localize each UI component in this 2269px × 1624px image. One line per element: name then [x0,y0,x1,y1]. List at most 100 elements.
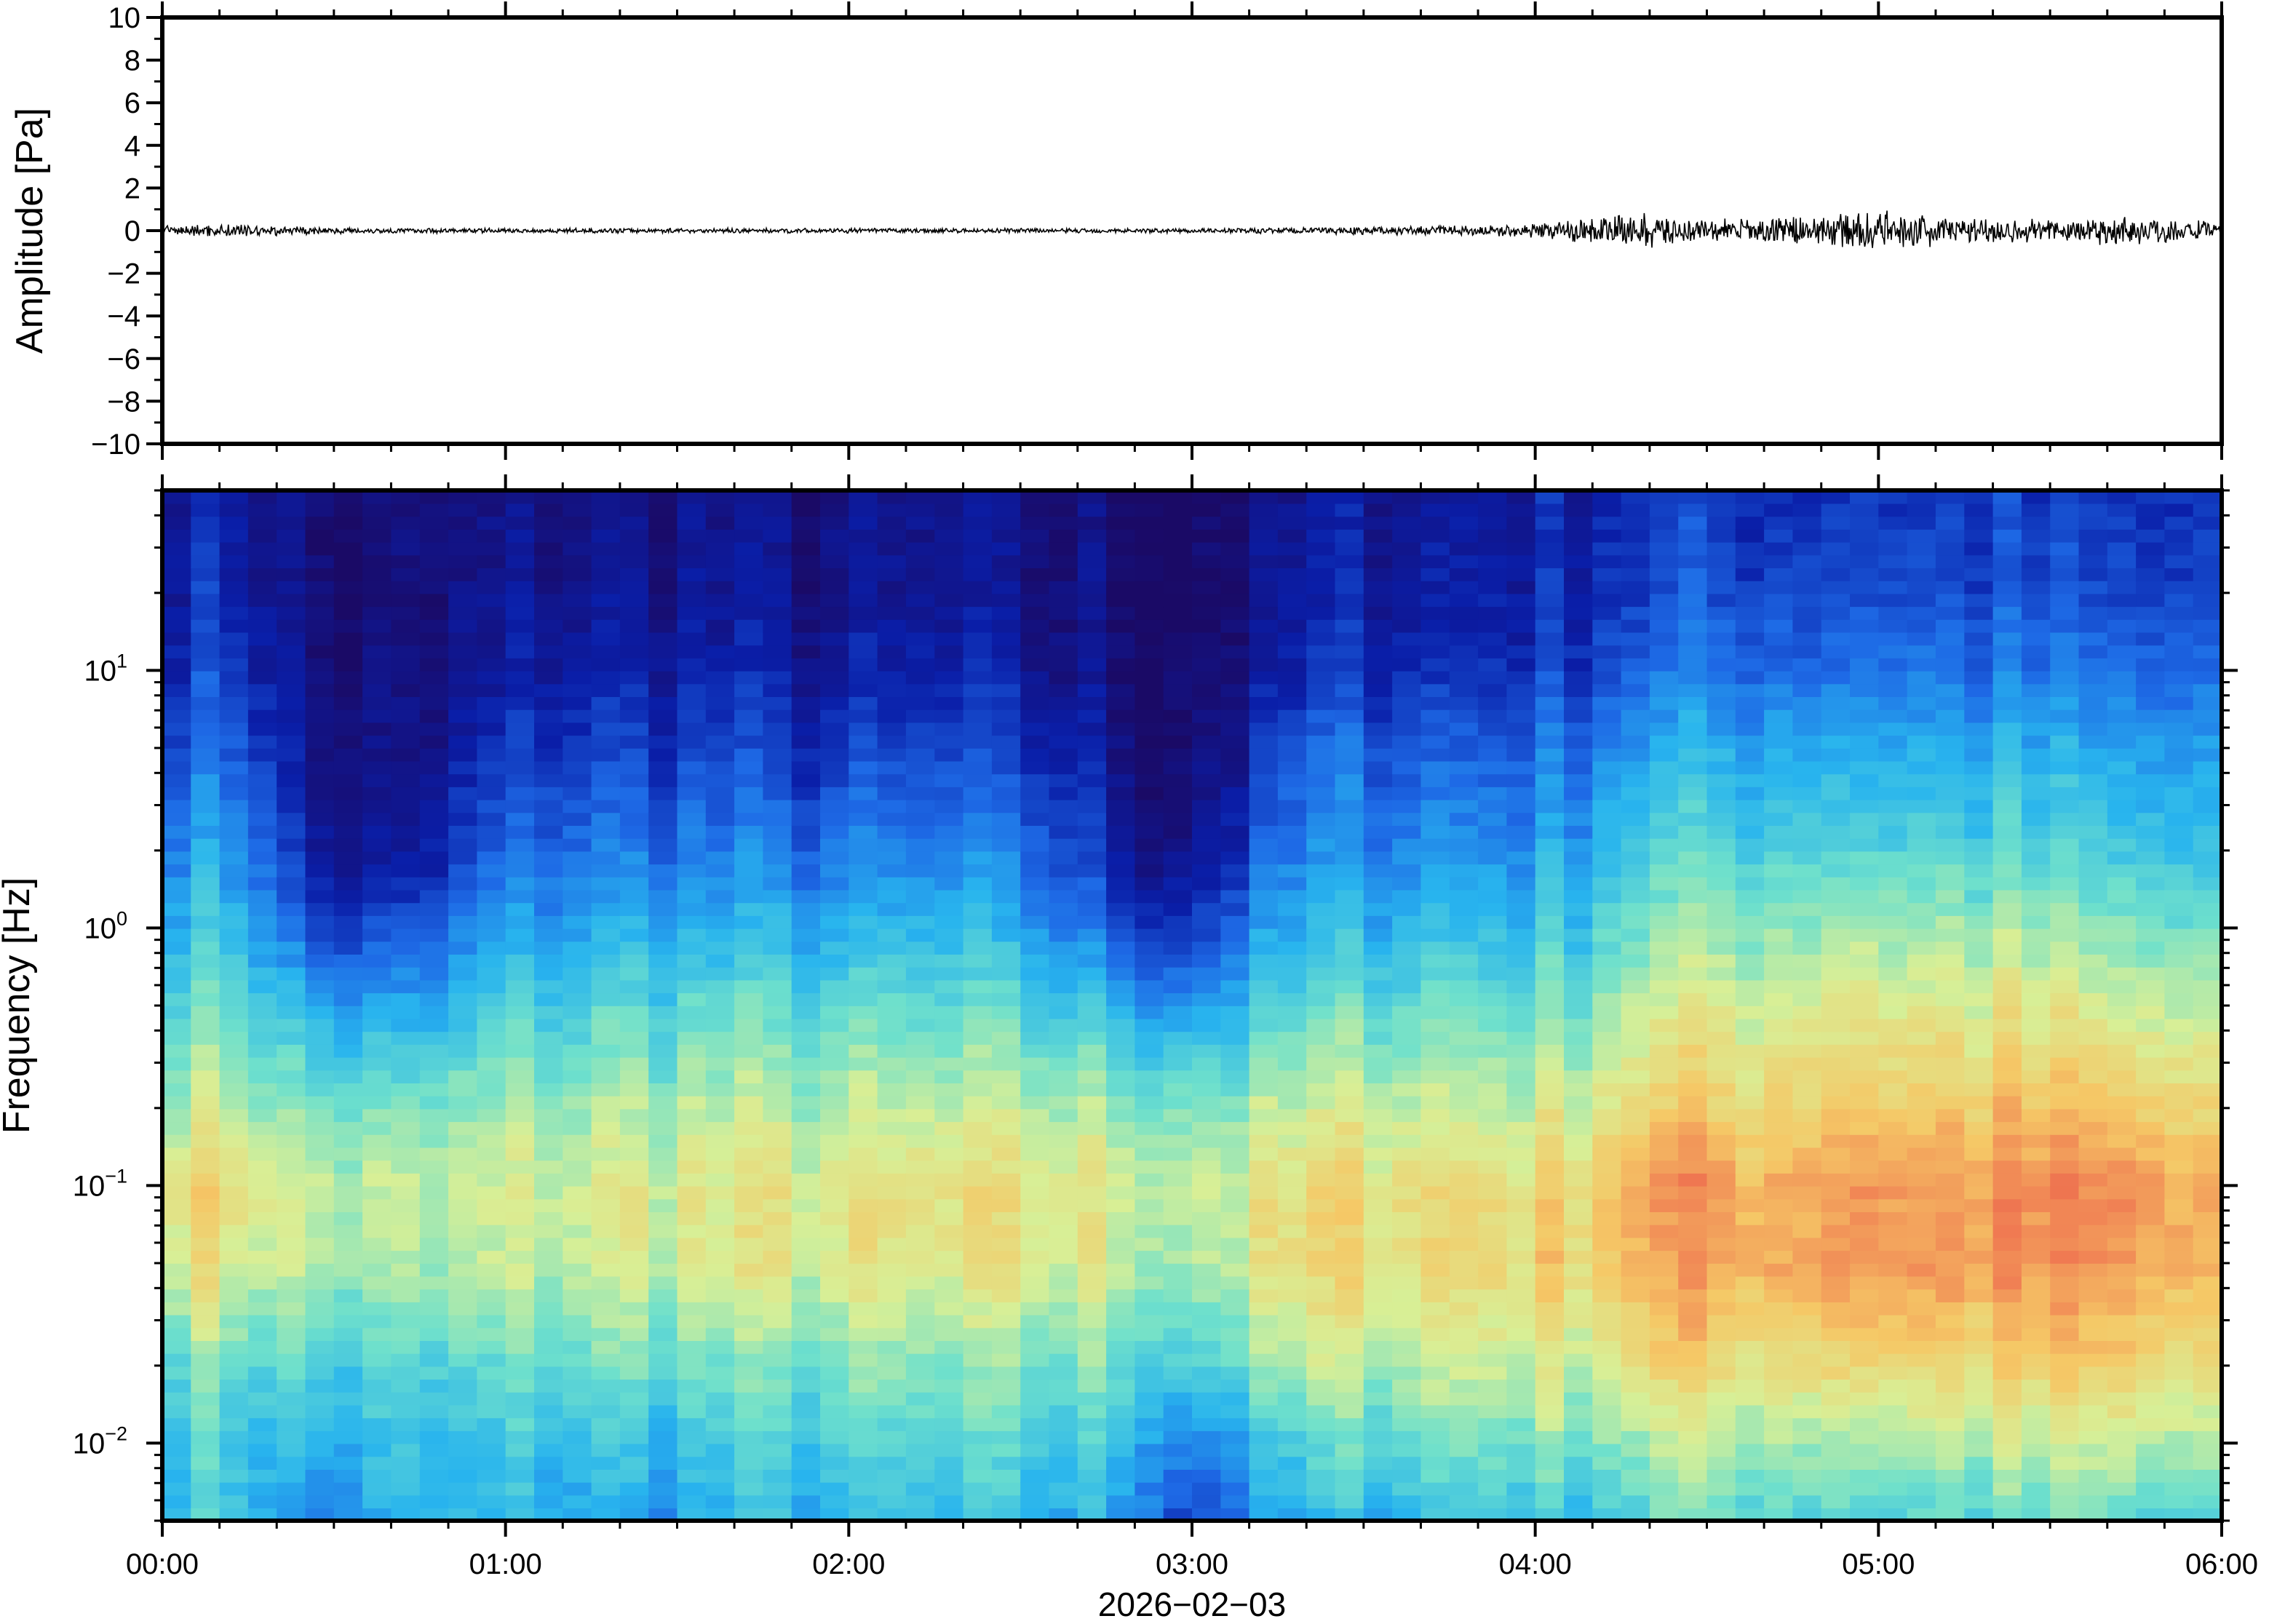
spectrogram-cell [1192,722,1222,736]
spectrogram-cell [1420,1211,1450,1225]
spectrogram-cell [1392,1289,1422,1302]
spectrogram-cell [934,864,964,877]
spectrogram-cell [419,735,449,749]
spectrogram-cell [162,1211,192,1225]
spectrogram-cell [905,1494,935,1509]
spectrogram-cell [677,1263,707,1277]
spectrogram-cell [391,1314,421,1329]
spectrogram-cell [191,902,220,916]
spectrogram-cell [705,593,735,608]
spectrogram-cell [1106,709,1136,723]
spectrogram-cell [1363,490,1393,504]
spectrogram-cell [1249,889,1279,904]
spectrogram-cell [1850,1198,1880,1212]
spectrogram-cell [1306,1083,1336,1096]
spectrogram-cell [477,1340,506,1354]
spectrogram-cell [1192,683,1222,697]
spectrogram-cell [1506,1404,1536,1419]
spectrogram-cell [763,503,792,517]
spectrogram-cell [247,606,277,620]
spectrogram-cell [905,1340,935,1354]
spectrogram-cell [277,1289,306,1302]
spectrogram-cell [305,1147,335,1161]
spectrogram-cell [1392,683,1422,697]
spectrogram-cell [1077,735,1107,749]
spectrogram-cell [1706,1404,1736,1419]
spectrogram-cell [1449,877,1479,891]
spectrogram-cell [247,1211,277,1225]
spectrogram-cell [477,1263,506,1277]
spectrogram-cell [419,503,449,517]
spectrogram-cell [991,593,1021,608]
spectrogram-cell [1220,1289,1250,1302]
spectrogram-cell [1363,1147,1393,1161]
spectrogram-cell [1592,503,1622,517]
spectrogram-cell [1678,773,1708,787]
spectrogram-cell [1792,1314,1822,1329]
spectrogram-cell [1420,1185,1450,1200]
spectrogram-cell [277,1469,306,1483]
spectrogram-cell [247,1302,277,1315]
spectrogram-cell [1363,1417,1393,1431]
spectrogram-cell [1077,1314,1107,1329]
spectrogram-cell [247,760,277,775]
spectrogram-cell [734,1070,764,1083]
spectrogram-cell [1764,941,1794,955]
spectrogram-cell [734,606,764,620]
spectrogram-cell [477,1481,506,1496]
spectrogram-cell [1134,1481,1164,1496]
spectrogram-cell [1335,580,1364,594]
spectrogram-cell [619,1508,649,1521]
spectrogram-cell [820,503,850,517]
spectrogram-cell [419,773,449,787]
spectrogram-cell [991,1366,1021,1380]
spectrogram-cell [1706,825,1736,839]
spectrogram-cell [763,1443,792,1457]
spectrogram-cell [1163,1031,1193,1045]
spectrogram-cell [563,1263,592,1277]
spectrogram-cell [1049,645,1078,658]
spectrogram-cell [448,516,478,530]
spectrogram-cell [191,632,220,646]
spectrogram-cell [1449,632,1479,646]
spectrogram-cell [1850,979,1880,994]
spectrogram-cell [591,554,621,568]
spectrogram-cell [591,928,621,942]
spectrogram-cell [1678,1083,1708,1096]
spectrogram-cell [734,593,764,608]
spectrogram-cell [849,1147,878,1161]
spectrogram-cell [534,1456,564,1470]
spectrogram-cell [1821,1340,1851,1354]
spectrogram-cell [477,1095,506,1110]
spectrogram-cell [1564,696,1594,710]
spectrogram-cell [1621,593,1650,608]
spectrogram-cell [1020,877,1050,891]
spectrogram-cell [963,1108,993,1123]
spectrogram-cell [1306,1289,1336,1302]
spectrogram-cell [1592,787,1622,800]
spectrogram-cell [1420,902,1450,916]
spectrogram-cell [820,1173,850,1187]
spectrogram-cell [877,709,907,723]
spectrogram-cell [305,979,335,994]
spectrogram-cell [219,1353,249,1367]
spectrogram-cell [448,864,478,877]
spectrogram-cell [820,915,850,929]
spectrogram-cell [791,787,821,800]
spectrogram-cell [1277,568,1307,581]
spectrogram-cell [1277,683,1307,697]
spectrogram-cell [1649,864,1679,877]
spectrogram-cell [191,748,220,762]
spectrogram-cell [1306,799,1336,813]
waveform-y-tick-label: −6 [107,343,140,375]
spectrogram-cell [305,1469,335,1483]
spectrogram-cell [1821,1508,1851,1521]
spectrogram-cell [1506,1121,1536,1135]
spectrogram-cell [877,1237,907,1251]
spectrogram-cell [1850,1366,1880,1380]
spectrogram-cell [563,709,592,723]
spectrogram-cell [619,1044,649,1058]
spectrogram-cell [1277,1018,1307,1032]
spectrogram-cell [1163,992,1193,1006]
spectrogram-cell [1564,1314,1594,1329]
